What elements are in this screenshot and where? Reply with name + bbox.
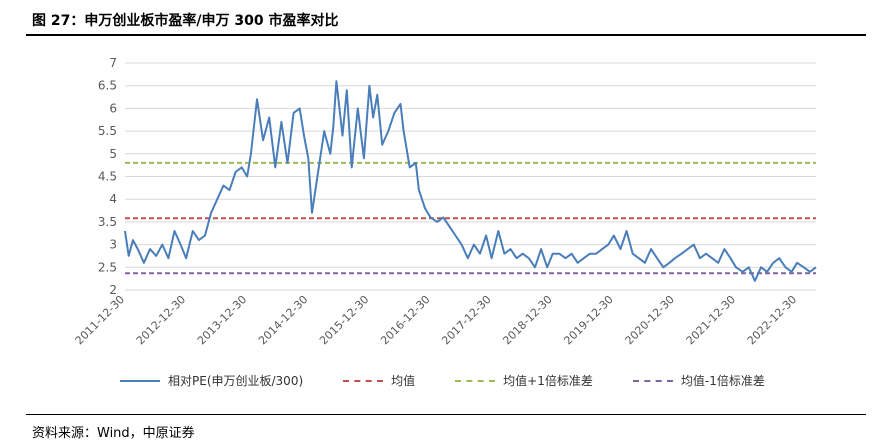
y-tick-label: 3.5 <box>98 215 117 229</box>
x-tick-label: 2014-12-30 <box>256 293 310 347</box>
x-tick-label: 2012-12-30 <box>134 293 188 347</box>
x-tick-label: 2019-12-30 <box>561 293 615 347</box>
y-tick-label: 5 <box>109 147 117 161</box>
legend-swatch-mean-plus-std <box>455 379 496 382</box>
title-divider <box>26 34 866 36</box>
x-tick-label: 2020-12-30 <box>623 293 677 347</box>
y-tick-label: 7 <box>109 56 117 70</box>
source-note: 资料来源：Wind，中原证券 <box>32 426 195 441</box>
y-tick-label: 4.5 <box>98 170 117 184</box>
y-tick-label: 3 <box>109 238 117 252</box>
x-tick-label: 2018-12-30 <box>500 293 554 347</box>
legend-label-relative-pe: 相对PE(申万创业板/300) <box>168 374 304 388</box>
x-tick-label: 2017-12-30 <box>439 293 493 347</box>
y-tick-label: 6.5 <box>98 79 117 93</box>
figure-title: 图 27：申万创业板市盈率/申万 300 市盈率对比 <box>32 13 339 29</box>
legend-swatch-mean-minus-std <box>632 379 673 382</box>
x-tick-label: 2015-12-30 <box>317 293 371 347</box>
legend-swatch-relative-pe <box>120 379 160 382</box>
legend-item-mean-minus-std: 均值-1倍标准差 <box>632 372 765 389</box>
x-tick-label: 2016-12-30 <box>378 293 432 347</box>
y-tick-label: 5.5 <box>98 124 117 138</box>
chart-legend: 相对PE(申万创业板/300) 均值 均值+1倍标准差 均值-1倍标准差 <box>120 372 765 389</box>
legend-item-relative-pe: 相对PE(申万创业板/300) <box>120 372 303 389</box>
x-tick-label: 2011-12-30 <box>73 293 127 347</box>
legend-item-mean: 均值 <box>343 372 415 389</box>
x-tick-label: 2013-12-30 <box>195 293 249 347</box>
y-tick-label: 2 <box>109 283 117 297</box>
y-tick-label: 6 <box>109 101 117 115</box>
series-line-relative-pe <box>124 80 817 282</box>
footer-divider <box>26 414 866 415</box>
x-tick-label: 2021-12-30 <box>684 293 738 347</box>
legend-item-mean-plus-std: 均值+1倍标准差 <box>455 372 593 389</box>
x-tick-label: 2022-12-30 <box>745 293 799 347</box>
legend-label-mean-minus-std: 均值-1倍标准差 <box>680 374 765 388</box>
y-tick-label: 2.5 <box>98 260 117 274</box>
legend-label-mean-plus-std: 均值+1倍标准差 <box>503 374 593 388</box>
legend-swatch-mean <box>343 379 384 382</box>
legend-label-mean: 均值 <box>391 374 416 388</box>
y-tick-label: 4 <box>109 192 117 206</box>
